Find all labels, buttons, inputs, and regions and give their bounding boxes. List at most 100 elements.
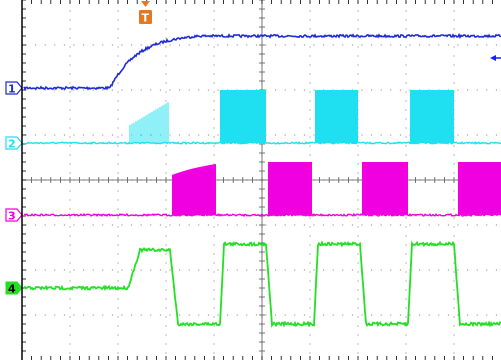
grid-dot bbox=[189, 224, 190, 225]
grid-dot bbox=[371, 224, 372, 225]
grid-dot bbox=[73, 224, 74, 225]
channel-marker-label: 1 bbox=[8, 83, 16, 96]
grid-dot bbox=[309, 334, 310, 335]
grid-dot bbox=[64, 269, 65, 270]
grid-dot bbox=[381, 269, 382, 270]
grid-dot bbox=[457, 44, 458, 45]
grid-dot bbox=[213, 82, 214, 83]
grid-dot bbox=[357, 37, 358, 38]
grid-dot bbox=[54, 89, 55, 90]
grid-dot bbox=[453, 28, 454, 29]
grid-dot bbox=[117, 298, 118, 299]
grid-dot bbox=[112, 44, 113, 45]
grid-dot bbox=[285, 269, 286, 270]
grid-dot bbox=[453, 64, 454, 65]
grid-dot bbox=[294, 44, 295, 45]
grid-dot bbox=[83, 44, 84, 45]
grid-dot bbox=[304, 44, 305, 45]
grid-dot bbox=[69, 334, 70, 335]
grid-dot bbox=[313, 269, 314, 270]
grid-dot bbox=[64, 314, 65, 315]
grid-dot bbox=[405, 118, 406, 119]
grid-dot bbox=[237, 314, 238, 315]
grid-dot bbox=[213, 298, 214, 299]
grid-dot bbox=[285, 314, 286, 315]
grid-dot bbox=[131, 224, 132, 225]
grid-dot bbox=[69, 73, 70, 74]
grid-dot bbox=[457, 134, 458, 135]
grid-dot bbox=[208, 224, 209, 225]
grid-dot bbox=[117, 172, 118, 173]
grid-dot bbox=[165, 298, 166, 299]
grid-dot bbox=[45, 134, 46, 135]
grid-dot bbox=[453, 10, 454, 11]
channel-3-burst bbox=[458, 162, 501, 215]
grid-dot bbox=[69, 55, 70, 56]
grid-dot bbox=[169, 224, 170, 225]
grid-dot bbox=[179, 269, 180, 270]
grid-dot bbox=[357, 325, 358, 326]
grid-dot bbox=[477, 269, 478, 270]
grid-dot bbox=[117, 37, 118, 38]
grid-dot bbox=[309, 73, 310, 74]
grid-dot bbox=[54, 314, 55, 315]
grid-dot bbox=[189, 314, 190, 315]
grid-dot bbox=[477, 134, 478, 135]
grid-dot bbox=[390, 44, 391, 45]
grid-dot bbox=[486, 89, 487, 90]
grid-dot bbox=[237, 269, 238, 270]
grid-dot bbox=[189, 134, 190, 135]
grid-dot bbox=[313, 224, 314, 225]
grid-dot bbox=[309, 100, 310, 101]
grid-dot bbox=[45, 44, 46, 45]
grid-dot bbox=[160, 269, 161, 270]
grid-dot bbox=[309, 280, 310, 281]
grid-dot bbox=[405, 10, 406, 11]
grid-dot bbox=[405, 307, 406, 308]
grid-dot bbox=[405, 352, 406, 353]
grid-dot bbox=[409, 314, 410, 315]
grid-dot bbox=[405, 235, 406, 236]
grid-dot bbox=[405, 316, 406, 317]
grid-dot bbox=[453, 190, 454, 191]
grid-dot bbox=[477, 224, 478, 225]
grid-dot bbox=[309, 127, 310, 128]
grid-dot bbox=[309, 307, 310, 308]
grid-dot bbox=[179, 314, 180, 315]
grid-dot bbox=[309, 262, 310, 263]
grid-dot bbox=[213, 217, 214, 218]
grid-dot bbox=[208, 314, 209, 315]
grid-dot bbox=[69, 163, 70, 164]
grid-dot bbox=[69, 280, 70, 281]
grid-dot bbox=[213, 55, 214, 56]
grid-dot bbox=[141, 224, 142, 225]
grid-dot bbox=[73, 44, 74, 45]
grid-dot bbox=[256, 224, 257, 225]
grid-dot bbox=[165, 325, 166, 326]
grid-dot bbox=[121, 314, 122, 315]
grid-dot bbox=[256, 314, 257, 315]
grid-dot bbox=[342, 314, 343, 315]
grid-dot bbox=[131, 314, 132, 315]
grid-dot bbox=[160, 89, 161, 90]
grid-dot bbox=[357, 262, 358, 263]
grid-dot bbox=[150, 224, 151, 225]
grid-dot bbox=[45, 269, 46, 270]
grid-dot bbox=[69, 100, 70, 101]
grid-dot bbox=[453, 325, 454, 326]
grid-dot bbox=[381, 134, 382, 135]
grid-dot bbox=[227, 44, 228, 45]
grid-dot bbox=[69, 244, 70, 245]
grid-dot bbox=[304, 224, 305, 225]
grid-dot bbox=[313, 134, 314, 135]
grid-dot bbox=[217, 269, 218, 270]
grid-dot bbox=[275, 134, 276, 135]
grid-dot bbox=[69, 190, 70, 191]
grid-dot bbox=[213, 307, 214, 308]
grid-dot bbox=[117, 136, 118, 137]
grid-dot bbox=[309, 55, 310, 56]
grid-dot bbox=[112, 314, 113, 315]
grid-dot bbox=[35, 314, 36, 315]
grid-dot bbox=[496, 134, 497, 135]
grid-dot bbox=[285, 89, 286, 90]
